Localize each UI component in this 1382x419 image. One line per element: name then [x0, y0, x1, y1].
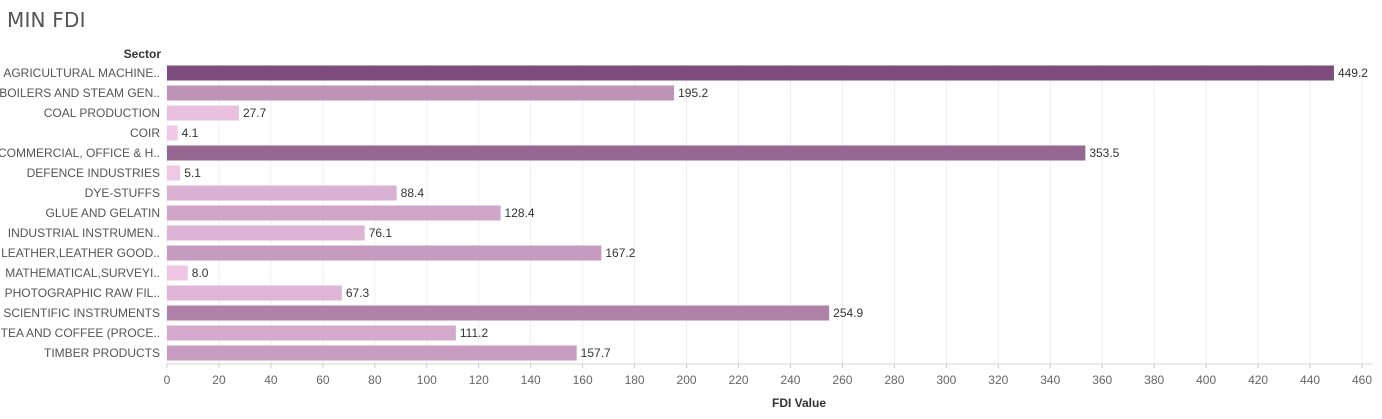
x-tick-label: 180 [625, 373, 645, 387]
value-labels: 449.2 195.2 27.7 4.1 353.5 5.1 88.4 128.4 76.1 16… [182, 66, 1369, 360]
x-axis-title: FDI Value [772, 396, 826, 410]
row-header-sector: Sector [123, 47, 161, 61]
bars [167, 65, 1334, 361]
x-tick-label: 0 [164, 373, 171, 387]
bar[interactable] [167, 205, 501, 221]
x-tick-label: 100 [417, 373, 437, 387]
data-label: 449.2 [1338, 66, 1368, 80]
data-label: 27.7 [243, 106, 267, 120]
x-tick-label: 260 [832, 373, 852, 387]
x-tick-label: 120 [469, 373, 489, 387]
x-tick-label: 160 [573, 373, 593, 387]
x-tick-label: 340 [1040, 373, 1060, 387]
data-label: 111.2 [460, 326, 489, 340]
x-tick-label: 80 [368, 373, 382, 387]
x-tick-label: 420 [1248, 373, 1268, 387]
category-label: LEATHER,LEATHER GOOD.. [1, 246, 160, 260]
x-tick-label: 320 [988, 373, 1008, 387]
bar[interactable] [167, 265, 188, 281]
x-tick-label: 200 [677, 373, 697, 387]
category-label: SCIENTIFIC INSTRUMENTS [3, 306, 160, 320]
x-tick-label: 360 [1092, 373, 1112, 387]
data-label: 4.1 [182, 126, 199, 140]
bar[interactable] [167, 165, 181, 181]
bar[interactable] [167, 145, 1086, 161]
x-tick-label: 20 [212, 373, 226, 387]
bar[interactable] [167, 305, 830, 321]
bar[interactable] [167, 125, 178, 141]
bar[interactable] [167, 65, 1334, 81]
bar[interactable] [167, 85, 675, 101]
category-labels: AGRICULTURAL MACHINE.. BOILERS AND STEAM … [0, 66, 160, 360]
bar[interactable] [167, 185, 397, 201]
category-label: COMMERCIAL, OFFICE & H.. [0, 146, 160, 160]
bar[interactable] [167, 285, 342, 301]
category-label: DYE-STUFFS [85, 186, 160, 200]
x-tick-label: 40 [264, 373, 278, 387]
bar[interactable] [167, 245, 602, 261]
category-label: GLUE AND GELATIN [46, 206, 160, 220]
bar[interactable] [167, 225, 365, 241]
x-tick-label: 460 [1352, 373, 1372, 387]
data-label: 353.5 [1089, 146, 1119, 160]
x-tick-label: 380 [1144, 373, 1164, 387]
category-label: INDUSTRIAL INSTRUMEN.. [8, 226, 160, 240]
x-tick-label: 220 [729, 373, 749, 387]
x-tick-label: 300 [936, 373, 956, 387]
data-label: 76.1 [369, 226, 393, 240]
data-label: 5.1 [184, 166, 201, 180]
data-label: 88.4 [401, 186, 425, 200]
data-label: 128.4 [505, 206, 535, 220]
data-label: 67.3 [346, 286, 370, 300]
data-label: 254.9 [833, 306, 863, 320]
x-axis-ticks: 0 20 40 60 80 100 120 140 160 180 200 220 240 260 280 3… [164, 364, 1372, 387]
x-tick-label: 240 [780, 373, 800, 387]
category-label: PHOTOGRAPHIC RAW FIL.. [5, 286, 160, 300]
category-label: DEFENCE INDUSTRIES [27, 166, 160, 180]
category-label: TEA AND COFFEE (PROCE.. [1, 326, 160, 340]
category-label: TIMBER PRODUCTS [44, 346, 160, 360]
category-label: AGRICULTURAL MACHINE.. [3, 66, 160, 80]
bar[interactable] [167, 325, 456, 341]
x-tick-label: 280 [884, 373, 904, 387]
category-label: COIR [130, 126, 160, 140]
x-tick-label: 140 [521, 373, 541, 387]
data-label: 167.2 [605, 246, 635, 260]
bar[interactable] [167, 105, 239, 121]
data-label: 8.0 [192, 266, 209, 280]
x-tick-label: 400 [1196, 373, 1216, 387]
category-label: MATHEMATICAL,SURVEYI.. [5, 266, 160, 280]
category-label: COAL PRODUCTION [44, 106, 160, 120]
bar[interactable] [167, 345, 577, 361]
data-label: 195.2 [678, 86, 708, 100]
chart-title: MIN FDI [7, 8, 86, 32]
x-tick-label: 440 [1300, 373, 1320, 387]
data-label: 157.7 [581, 346, 611, 360]
category-label: BOILERS AND STEAM GEN.. [0, 86, 160, 100]
x-tick-label: 60 [316, 373, 330, 387]
